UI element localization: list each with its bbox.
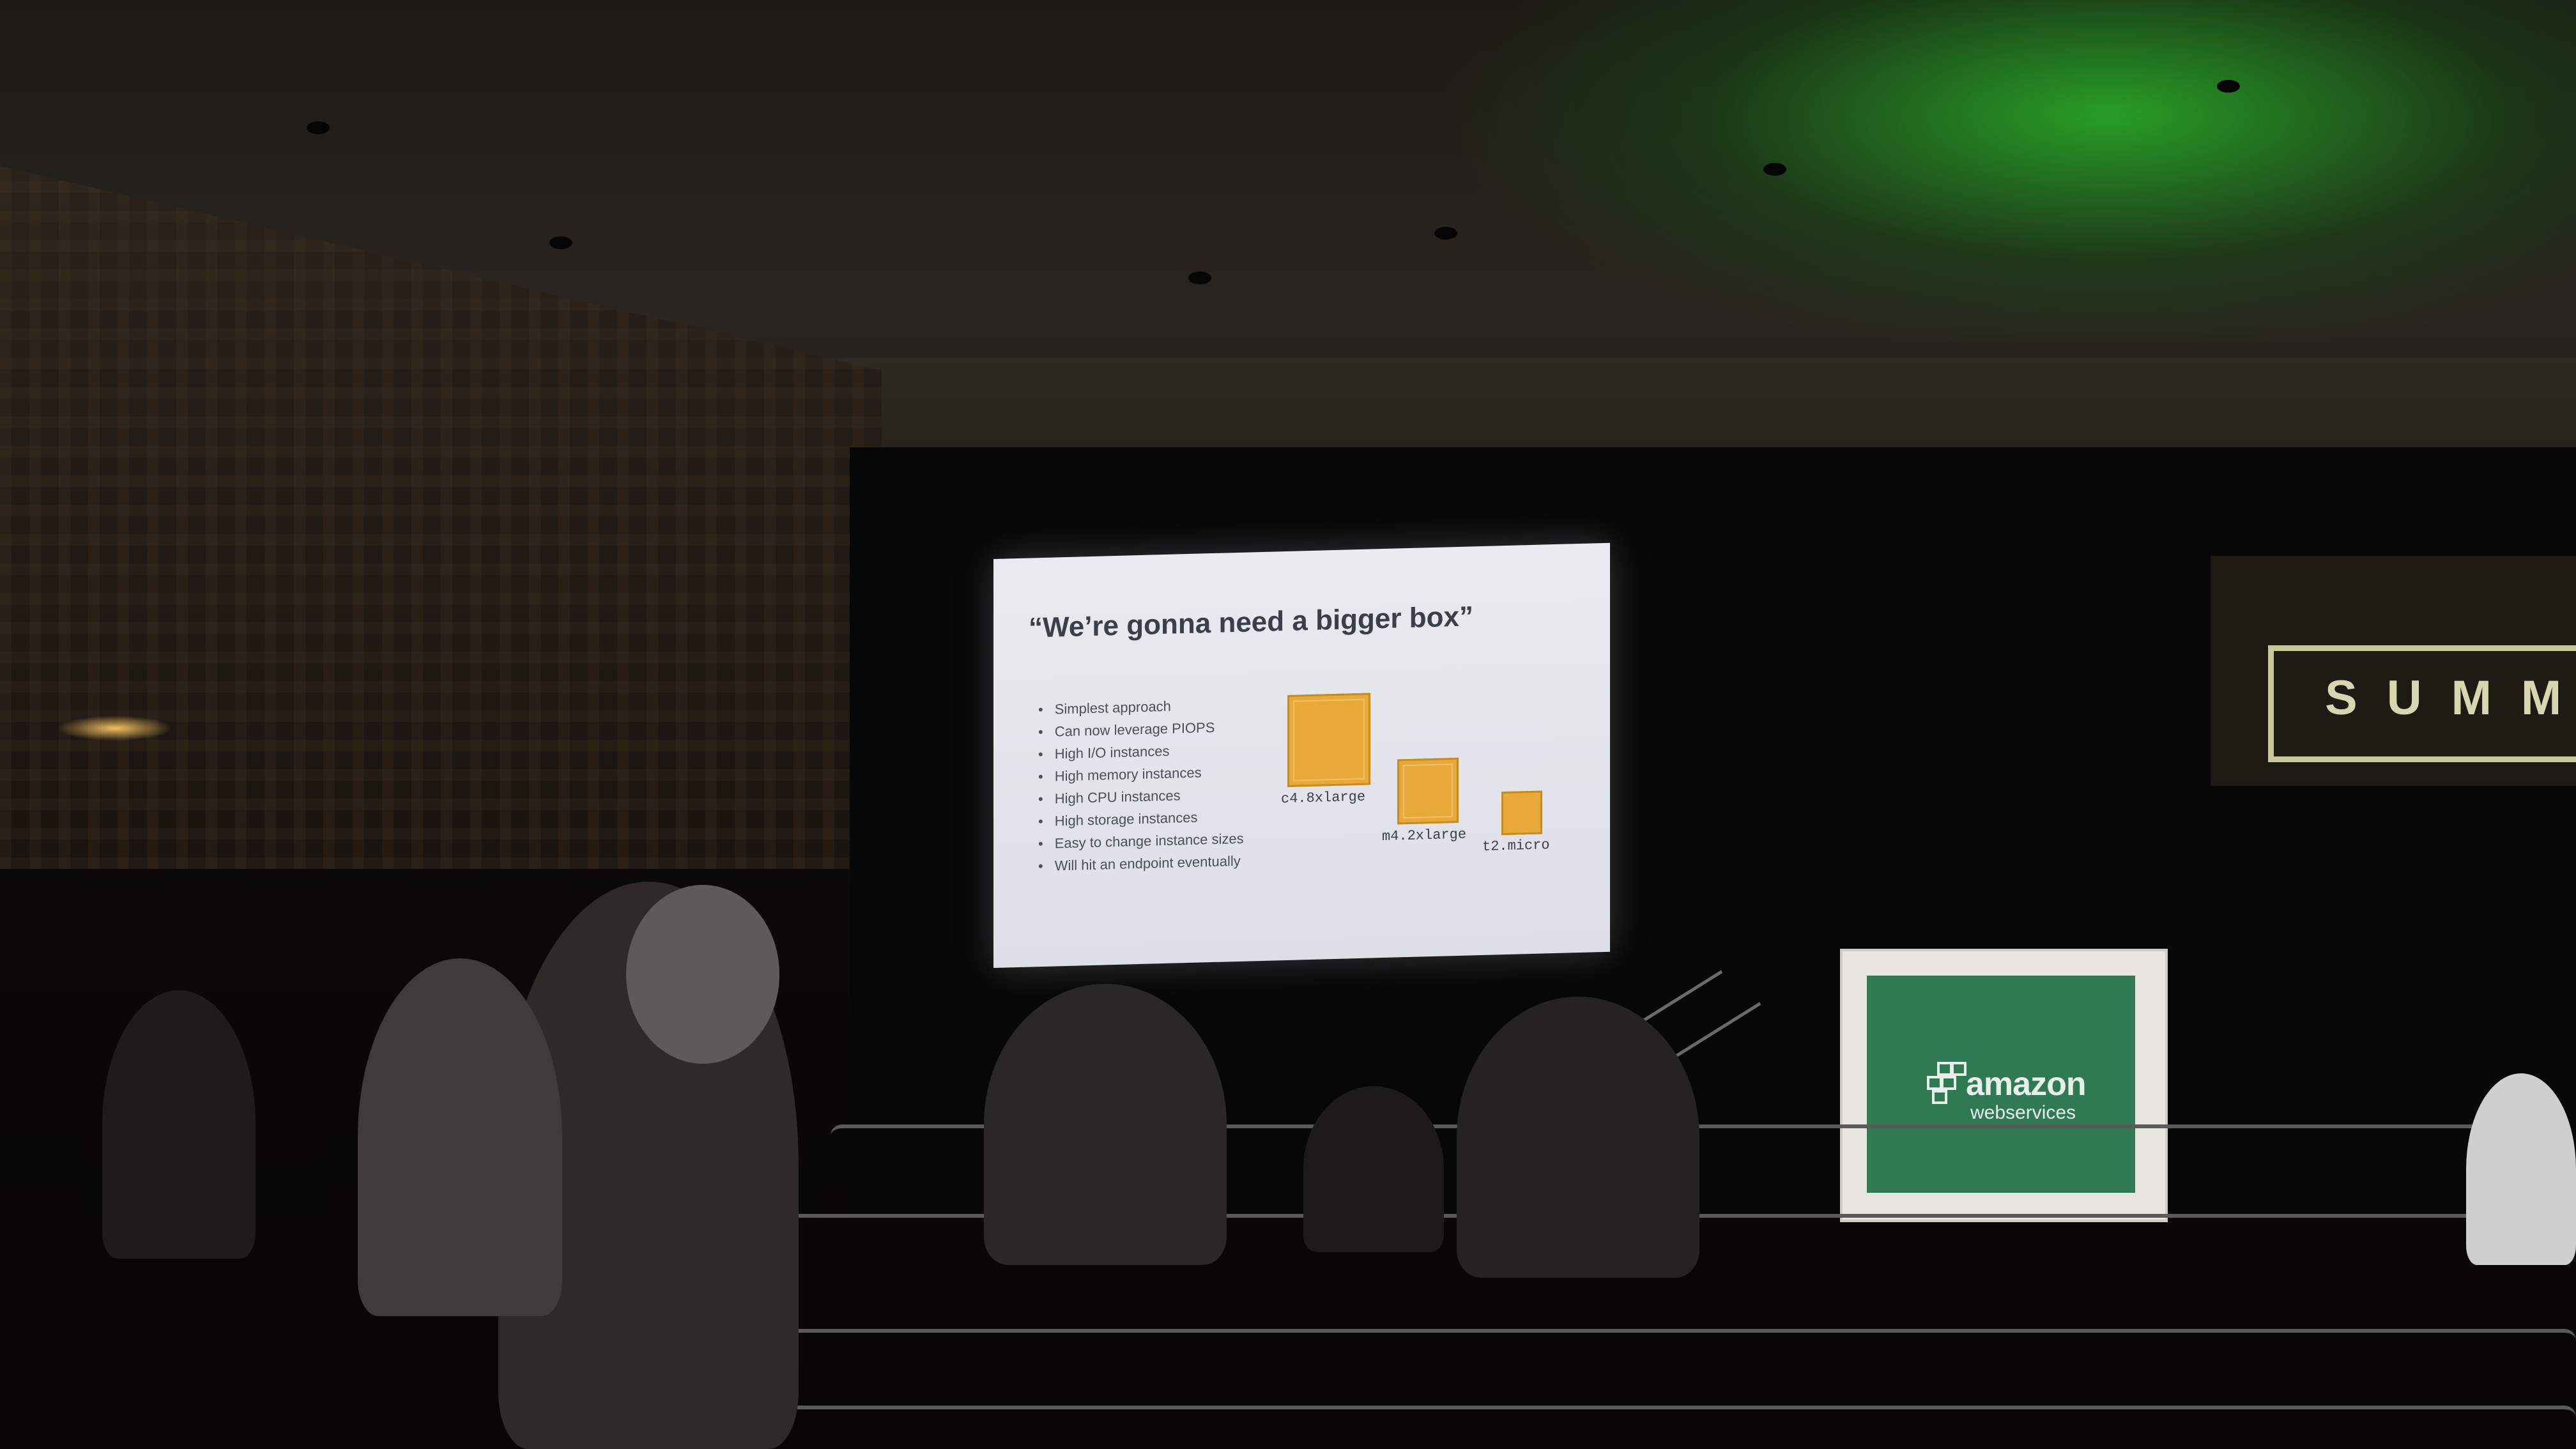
slide-bullets: Simplest approach Can now leverage PIOPS… (1038, 693, 1244, 877)
ceiling-light (2217, 80, 2240, 93)
summit-banner-text: SUMM (2325, 671, 2576, 725)
wall-lamp (57, 716, 172, 741)
ceiling-light (549, 236, 572, 249)
audience-member (984, 984, 1227, 1265)
aws-podium: amazon webservices (1840, 949, 2168, 1222)
slide-title: “We’re gonna need a bigger box” (1029, 601, 1473, 644)
ceiling-light (1763, 163, 1786, 176)
instance-label: t2.micro (1482, 837, 1550, 855)
slide-bullet: Will hit an endpoint eventually (1038, 850, 1244, 877)
podium-logo-panel: amazon webservices (1867, 976, 2135, 1193)
audience-member (1303, 1086, 1444, 1252)
summit-banner: SUMM (2211, 556, 2576, 786)
summit-banner-frame: SUMM (2268, 645, 2576, 762)
instance-box-small (1501, 790, 1542, 836)
instance-box-medium (1397, 757, 1459, 825)
ceiling-light (1434, 227, 1457, 240)
aws-logo-webservices: webservices (1970, 1102, 2076, 1123)
audience-member (1457, 997, 1699, 1278)
projection-screen: “We’re gonna need a bigger box” Simplest… (993, 542, 1610, 968)
seat-row (511, 1329, 2576, 1351)
instance-label: c4.8xlarge (1281, 788, 1366, 808)
ceiling-light (307, 121, 330, 134)
audience-member (2466, 1073, 2576, 1265)
ceiling-light (1188, 272, 1211, 284)
aws-logo-amazon: amazon (1966, 1066, 2087, 1103)
audience-member (358, 958, 562, 1316)
left-wall-panel (0, 166, 882, 869)
instance-box-large (1287, 693, 1370, 787)
instance-label: m4.2xlarge (1382, 826, 1467, 845)
aws-cubes-logo (1927, 1062, 1966, 1104)
slide: “We’re gonna need a bigger box” Simplest… (993, 542, 1610, 968)
seat-row (767, 1406, 2576, 1427)
audience-member-head (626, 885, 779, 1064)
audience-member (102, 990, 256, 1259)
